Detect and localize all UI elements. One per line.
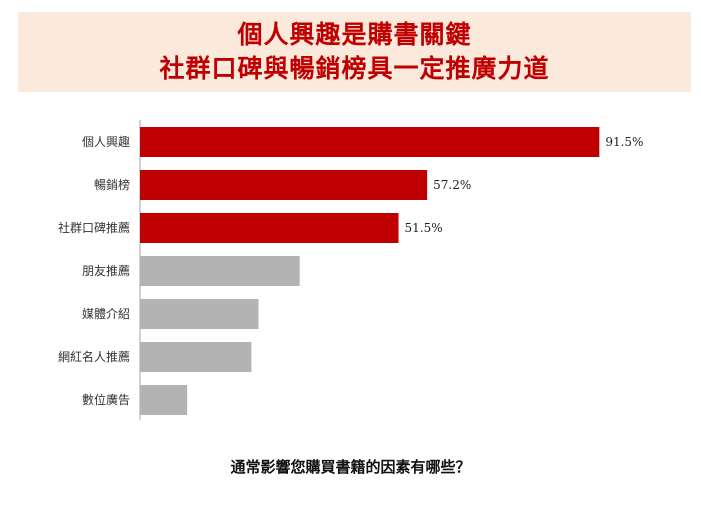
chart-title-line-1: 個人興趣是購書關鍵 <box>237 20 472 49</box>
bar-2 <box>140 213 399 243</box>
bar-5 <box>140 342 252 372</box>
chart-title-line-2: 社群口碑與暢銷榜具一定推廣力道 <box>159 54 550 83</box>
bar-6 <box>140 385 188 415</box>
category-label-1: 暢銷榜 <box>94 177 130 192</box>
data-label-2: 51.5% <box>405 221 443 235</box>
category-label-5: 網紅名人推薦 <box>58 349 130 364</box>
bar-0 <box>140 127 600 157</box>
category-label-2: 社群口碑推薦 <box>58 220 130 235</box>
category-label-3: 朋友推薦 <box>82 264 130 278</box>
bar-1 <box>140 170 428 200</box>
data-label-0: 91.5% <box>605 135 643 149</box>
category-label-0: 個人興趣 <box>82 134 130 149</box>
bar-3 <box>140 256 300 286</box>
category-label-4: 媒體介紹 <box>82 307 130 321</box>
data-label-1: 57.2% <box>433 178 471 192</box>
title-banner: 個人興趣是購書關鍵 社群口碑與暢銷榜具一定推廣力道 <box>18 12 691 92</box>
bar-4 <box>140 299 259 329</box>
chart-question: 通常影響您購買書籍的因素有哪些？ <box>230 458 471 476</box>
category-label-6: 數位廣告 <box>82 392 130 407</box>
